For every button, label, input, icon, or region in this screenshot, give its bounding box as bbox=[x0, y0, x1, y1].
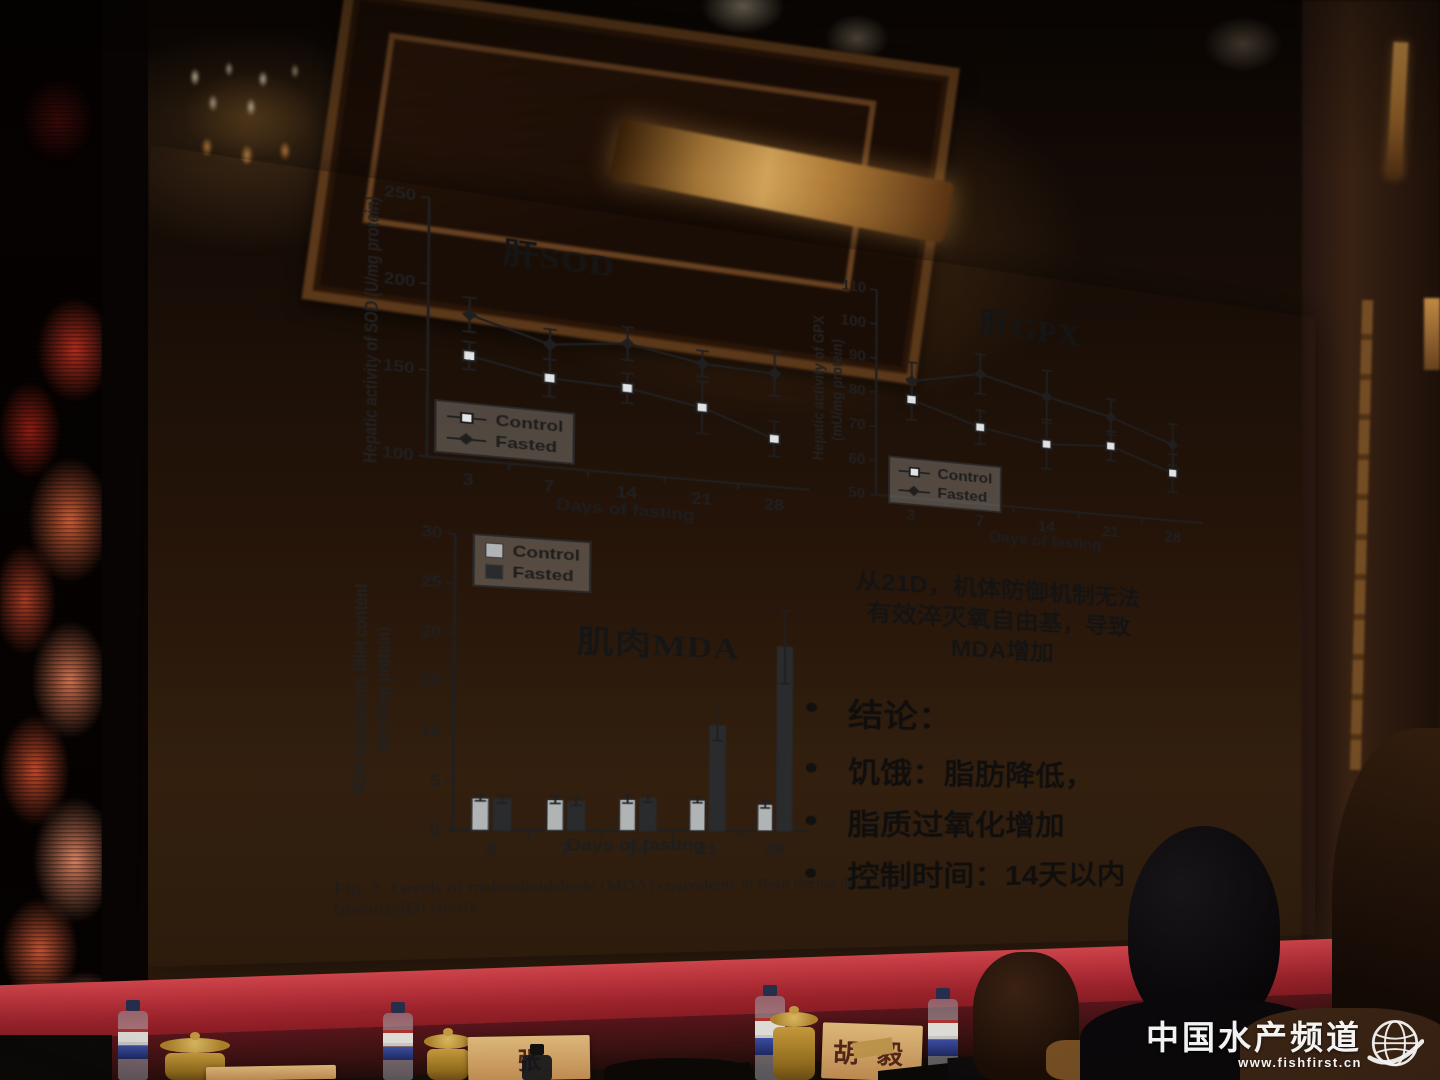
list-item: 饥饿：脂肪降低， bbox=[805, 748, 1299, 805]
legend-label: Control bbox=[495, 411, 564, 436]
svg-text:7: 7 bbox=[560, 840, 571, 859]
sod-plot: 100 150 200 250 3 7 14 21 28 bbox=[382, 184, 839, 515]
gpx-plot: 50 60 70 80 90 100 110 3 7 14 21 28 bbox=[841, 278, 1230, 546]
svg-text:0: 0 bbox=[429, 823, 440, 839]
svg-text:21: 21 bbox=[1102, 523, 1119, 541]
water-bottle bbox=[383, 1002, 413, 1080]
svg-text:10: 10 bbox=[420, 723, 441, 740]
svg-text:15: 15 bbox=[420, 673, 441, 690]
svg-text:30: 30 bbox=[422, 524, 443, 542]
tea-cup bbox=[424, 1028, 472, 1080]
gpx-chart: Hepatic activity of GPX (mU/mg protein) … bbox=[810, 263, 1230, 574]
svg-text:20: 20 bbox=[421, 624, 442, 641]
control-swatch-icon bbox=[485, 542, 504, 559]
svg-text:3: 3 bbox=[906, 506, 915, 524]
legend-label: Fasted bbox=[495, 432, 557, 456]
fasted-marker-icon bbox=[447, 431, 486, 448]
svg-text:250: 250 bbox=[384, 184, 416, 205]
mda-chart: MDA equivalents fillet content (nmol/mg … bbox=[349, 511, 847, 863]
watermark-text: 中国水产频道 www.fishfirst.cn bbox=[1146, 1018, 1362, 1070]
svg-text:3: 3 bbox=[485, 840, 497, 859]
svg-text:150: 150 bbox=[383, 358, 415, 378]
bullet-icon bbox=[805, 815, 817, 826]
legend-label: Control bbox=[937, 466, 993, 487]
chandelier-sparkles bbox=[155, 55, 355, 185]
svg-text:3: 3 bbox=[462, 469, 474, 489]
svg-text:25: 25 bbox=[421, 574, 442, 592]
svg-text:100: 100 bbox=[841, 313, 867, 331]
water-bottle bbox=[118, 1000, 148, 1080]
svg-text:21: 21 bbox=[697, 840, 718, 858]
fasted-marker-icon bbox=[898, 484, 930, 499]
svg-text:100: 100 bbox=[382, 445, 414, 464]
svg-text:14: 14 bbox=[616, 482, 638, 502]
svg-text:200: 200 bbox=[384, 271, 416, 291]
svg-text:90: 90 bbox=[849, 348, 866, 365]
control-marker-icon bbox=[899, 465, 931, 480]
led-red-flowers bbox=[0, 0, 102, 1080]
bullet-icon bbox=[806, 702, 817, 713]
sod-chart: Hepatic activity of SOD (U/mg protein) 1… bbox=[337, 173, 839, 545]
globe-icon bbox=[1367, 1020, 1424, 1067]
svg-text:60: 60 bbox=[848, 451, 865, 467]
fasted-swatch-icon bbox=[484, 563, 504, 580]
control-marker-icon bbox=[447, 410, 486, 427]
list-item: 结论： bbox=[806, 688, 1299, 760]
gold-trim bbox=[1424, 298, 1440, 370]
mda-plot: 0 5 10 15 20 25 30 3 7 14 21 28 bbox=[420, 524, 847, 860]
svg-text:7: 7 bbox=[543, 476, 554, 496]
led-bezel bbox=[102, 0, 148, 1080]
slide-note: 从21D，机体防御机制无法 有效淬灭氧自由基，导致 MDA增加 bbox=[816, 563, 1173, 675]
svg-text:14: 14 bbox=[627, 840, 649, 859]
tea-cup bbox=[770, 1006, 818, 1080]
gpx-legend: Control Fasted bbox=[888, 455, 1003, 514]
audience-head bbox=[1128, 826, 1280, 1031]
audience-head-small bbox=[604, 1058, 754, 1080]
bullet-icon bbox=[805, 762, 817, 773]
watermark: 中国水产频道 www.fishfirst.cn bbox=[1146, 1016, 1424, 1074]
svg-text:70: 70 bbox=[849, 417, 866, 434]
mda-legend: Control Fasted bbox=[472, 533, 593, 594]
legend-label: Fasted bbox=[512, 563, 574, 585]
legend-label: Fasted bbox=[937, 485, 988, 506]
bullet-icon bbox=[805, 868, 817, 878]
mda-x-axis-label: Days of fasting bbox=[566, 836, 705, 855]
svg-text:28: 28 bbox=[1164, 528, 1180, 546]
name-card bbox=[205, 1064, 337, 1080]
legend-row-fasted: Fasted bbox=[484, 562, 580, 586]
svg-text:21: 21 bbox=[691, 489, 712, 509]
svg-text:110: 110 bbox=[842, 278, 867, 296]
svg-text:5: 5 bbox=[430, 773, 441, 790]
led-screen-wall bbox=[0, 0, 148, 1080]
table-corner-shadow bbox=[0, 1035, 112, 1080]
watermark-brand: 中国水产频道 bbox=[1146, 1018, 1362, 1056]
legend-row-control: Control bbox=[485, 541, 580, 566]
svg-text:14: 14 bbox=[1038, 517, 1055, 535]
presentation-slide: Hepatic activity of SOD (U/mg protein) 1… bbox=[140, 145, 1315, 967]
svg-text:50: 50 bbox=[848, 486, 865, 502]
watermark-url: www.fishfirst.cn bbox=[1238, 1054, 1362, 1070]
water-bottle bbox=[522, 1044, 552, 1080]
svg-text:28: 28 bbox=[764, 495, 784, 515]
svg-text:80: 80 bbox=[849, 383, 866, 400]
svg-text:28: 28 bbox=[764, 840, 784, 858]
svg-text:7: 7 bbox=[975, 512, 984, 530]
legend-label: Control bbox=[512, 542, 580, 565]
led-scanlines bbox=[0, 0, 102, 1080]
